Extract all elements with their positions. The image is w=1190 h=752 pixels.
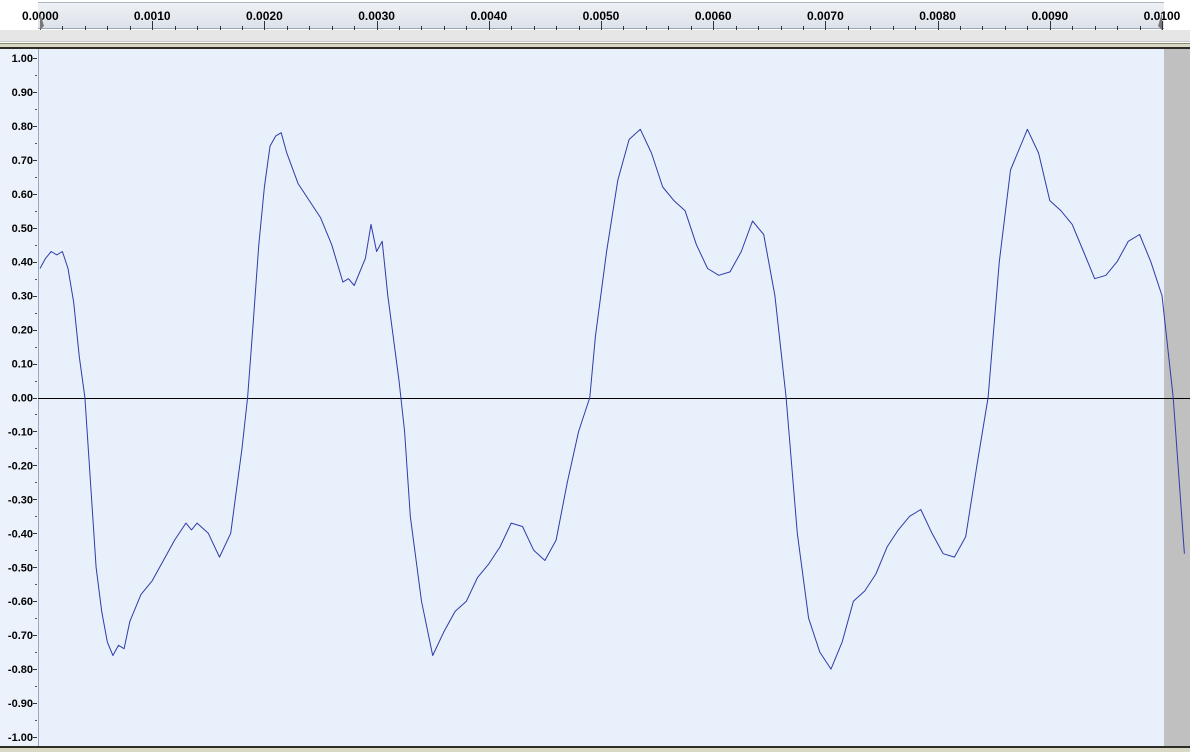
amplitude-label: 0.50 — [12, 223, 33, 235]
amplitude-label: 0.80 — [12, 121, 33, 133]
ruler-tick-label: 0.0040 — [470, 9, 507, 23]
timeline-ruler-band[interactable] — [38, 2, 1164, 29]
amplitude-label: -1.00 — [8, 732, 33, 744]
amplitude-label: 0.90 — [12, 87, 33, 99]
amplitude-label: -0.60 — [8, 596, 33, 608]
amplitude-label: 0.70 — [12, 155, 33, 167]
amplitude-label: -0.70 — [8, 630, 33, 642]
selection-start-marker[interactable] — [40, 13, 44, 30]
track-top-border — [0, 43, 1190, 49]
track-bottom-border — [0, 746, 1190, 752]
waveform-background[interactable] — [38, 49, 1164, 746]
ruler-tick-label: 0.0060 — [695, 9, 732, 23]
timeline-ruler[interactable] — [0, 0, 1190, 42]
track-end-region — [1164, 49, 1190, 746]
amplitude-label: -0.80 — [8, 664, 33, 676]
amplitude-label: 0.40 — [12, 257, 33, 269]
amplitude-label: 0.10 — [12, 359, 33, 371]
selection-end-marker[interactable] — [1158, 13, 1162, 30]
amplitude-label: 0.00 — [12, 393, 33, 405]
ruler-tick-label: 0.0050 — [583, 9, 620, 23]
ruler-tick-label: 0.0070 — [807, 9, 844, 23]
amplitude-label: -0.40 — [8, 528, 33, 540]
amplitude-label: 0.20 — [12, 325, 33, 337]
amplitude-label: -0.50 — [8, 562, 33, 574]
ruler-tick-label: 0.0010 — [134, 9, 171, 23]
amplitude-label: 0.60 — [12, 189, 33, 201]
amplitude-label: -0.30 — [8, 494, 33, 506]
waveform-line[interactable] — [39, 128, 1185, 670]
amplitude-label: 0.30 — [12, 291, 33, 303]
amplitude-label: -0.90 — [8, 698, 33, 710]
ruler-tick-label: 0.0030 — [358, 9, 395, 23]
vertical-amplitude-ruler — [0, 49, 38, 749]
amplitude-label: 1.00 — [12, 53, 33, 65]
amplitude-label: -0.10 — [8, 426, 33, 438]
timeline-ruler-ticks: 0.0000 0.0010 0.0020 0.0030 0.0040 0.0050 0.00… — [22, 9, 1181, 30]
ruler-tick-label: 0.0090 — [1031, 9, 1068, 23]
amplitude-label: -0.20 — [8, 460, 33, 472]
timeline-ruler-strip — [0, 30, 1190, 42]
ruler-tick-label: 0.0080 — [919, 9, 956, 23]
ruler-tick-label: 0.0020 — [246, 9, 283, 23]
